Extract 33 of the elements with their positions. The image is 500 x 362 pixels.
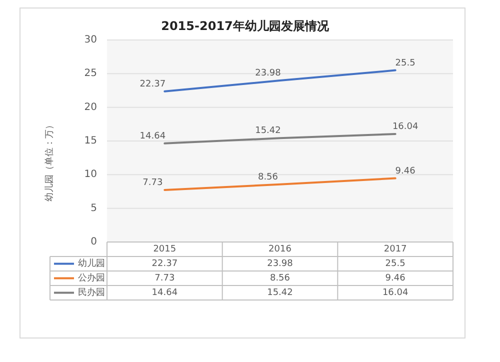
data-table-cell: 22.37 xyxy=(152,258,178,269)
chart-title: 2015-2017年幼儿园发展情况 xyxy=(161,19,330,33)
annotation: 22.37 xyxy=(140,79,166,90)
x-tick-label: 2016 xyxy=(268,244,292,254)
annotation: 8.56 xyxy=(258,172,278,182)
data-table-cell: 9.46 xyxy=(385,273,406,284)
legend-label: 公办园 xyxy=(78,272,105,284)
data-table-cell: 14.64 xyxy=(152,288,178,298)
legend-label: 幼儿园 xyxy=(78,258,105,269)
annotation: 16.04 xyxy=(392,122,418,132)
annotation: 7.73 xyxy=(142,178,163,188)
data-table-cell: 7.73 xyxy=(154,273,175,284)
data-table-cell: 23.98 xyxy=(267,258,293,269)
annotation: 9.46 xyxy=(395,166,416,176)
data-table-cell: 8.56 xyxy=(270,273,290,284)
x-tick-label: 2017 xyxy=(384,244,407,254)
data-table-cell: 16.04 xyxy=(382,288,408,298)
y-tick-label: 10 xyxy=(84,169,97,180)
annotation: 15.42 xyxy=(255,126,281,136)
annotation: 25.5 xyxy=(395,58,416,68)
y-tick-label: 30 xyxy=(84,34,97,46)
y-tick-label: 25 xyxy=(84,68,97,80)
y-tick-label: 0 xyxy=(90,236,97,248)
legend-label: 民办园 xyxy=(78,286,105,298)
data-table-cell: 25.5 xyxy=(385,258,406,269)
annotation: 23.98 xyxy=(255,68,282,79)
y-tick-label: 20 xyxy=(84,102,97,113)
y-tick-label: 15 xyxy=(84,136,97,146)
y-tick-label: 5 xyxy=(90,202,97,214)
y-axis-title: 幼儿园（单位：万） xyxy=(44,120,55,202)
x-tick-label: 2015 xyxy=(153,244,176,254)
data-table-cell: 15.42 xyxy=(267,288,293,298)
annotation: 14.64 xyxy=(140,131,166,142)
